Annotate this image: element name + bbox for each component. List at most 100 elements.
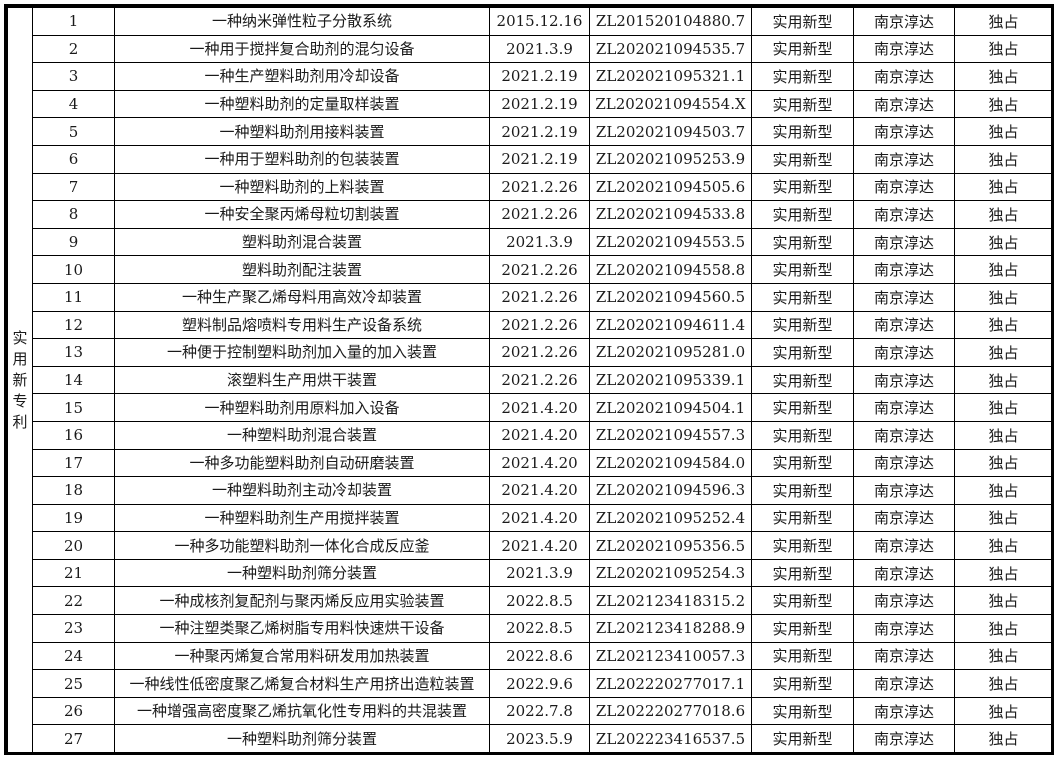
table-row: 25 一种线性低密度聚乙烯复合材料生产用挤出造粒装置 2022.9.6 ZL20222… [8,669,1053,698]
patent-owner-cell: 南京淳达 [853,641,955,671]
row-number-cell: 21 [32,558,115,588]
patent-name-cell: 一种安全聚丙烯母粒切割装置 [114,200,490,229]
category-char: 用 [12,349,28,368]
patent-type-cell: 实用新型 [751,117,854,146]
patent-name-cell: 一种塑料助剂用接料装置 [114,117,490,146]
patent-owner-cell: 南京淳达 [853,365,955,395]
license-status-cell: 独占 [954,172,1053,202]
license-status-cell: 独占 [954,282,1053,312]
row-number-cell: 11 [32,282,115,312]
patent-owner-cell: 南京淳达 [853,227,955,257]
category-char: 利 [12,412,28,431]
patent-name-cell: 一种塑料助剂的上料装置 [114,172,490,202]
license-status-cell: 独占 [954,448,1053,478]
patent-number-cell: ZL202021094554.X [589,89,752,119]
filing-date-cell: 2021.4.20 [489,476,590,505]
patent-name-cell: 塑料制品熔喷料专用料生产设备系统 [114,310,490,340]
patent-owner-cell: 南京淳达 [853,669,955,698]
patent-number-cell: ZL202021094611.4 [589,310,752,340]
table-row: 24 一种聚丙烯复合常用料研发用加热装置 2022.8.6 ZL20212341005… [8,641,1053,671]
table-row: 5 一种塑料助剂用接料装置 2021.2.19 ZL202021094503.7 实用新… [8,117,1053,146]
license-status-cell: 独占 [954,420,1053,450]
filing-date-cell: 2021.4.20 [489,448,590,478]
filing-date-cell: 2021.2.26 [489,310,590,340]
patent-type-cell: 实用新型 [751,614,854,643]
patent-number-cell: ZL202021095321.1 [589,62,752,91]
patent-owner-cell: 南京淳达 [853,586,955,616]
row-number-cell: 8 [32,200,115,229]
patent-number-cell: ZL202220277017.1 [589,669,752,698]
category-cell: 实用新专利 [7,6,33,754]
row-number-cell: 20 [32,531,115,560]
license-status-cell: 独占 [954,531,1053,560]
patent-name-cell: 一种塑料助剂主动冷却装置 [114,476,490,505]
row-number-cell: 2 [32,34,115,64]
table-row: 实用新专利 1 一种纳米弹性粒子分散系统 2015.12.16 ZL2015201048… [7,6,1053,754]
table-row: 27 一种塑料助剂筛分装置 2023.5.9 ZL202223416537.5 实用新型… [8,724,1053,754]
row-number-cell: 24 [32,641,115,671]
patent-type-cell: 实用新型 [751,558,854,588]
table-row: 20 一种多功能塑料助剂一体化合成反应釜 2021.4.20 ZL2020210953… [8,531,1053,560]
patent-owner-cell: 南京淳达 [853,144,955,174]
patent-number-cell: ZL202021095252.4 [589,503,752,533]
patent-type-cell: 实用新型 [751,586,854,616]
patent-name-cell: 一种生产塑料助剂用冷却设备 [114,62,490,91]
patent-owner-cell: 南京淳达 [853,89,955,119]
patent-owner-cell: 南京淳达 [853,558,955,588]
filing-date-cell: 2021.2.19 [489,144,590,174]
patent-owner-cell: 南京淳达 [853,310,955,340]
row-number-cell: 25 [32,669,115,698]
patent-number-cell: ZL202021095281.0 [589,338,752,367]
table-row: 6 一种用于塑料助剂的包装装置 2021.2.19 ZL202021095253.9 实… [8,144,1053,174]
patent-owner-cell: 南京淳达 [853,34,955,64]
filing-date-cell: 2022.8.6 [489,641,590,671]
patent-name-cell: 一种塑料助剂筛分装置 [114,724,490,754]
patent-type-cell: 实用新型 [751,172,854,202]
table-row: 18 一种塑料助剂主动冷却装置 2021.4.20 ZL202021094596.3 实… [8,476,1053,505]
row-number-cell: 5 [32,117,115,146]
filing-date-cell: 2021.3.9 [489,558,590,588]
table-row: 14 滚塑料生产用烘干装置 2021.2.26 ZL202021095339.1 实用新… [8,365,1053,395]
patent-owner-cell: 南京淳达 [853,200,955,229]
license-status-cell: 独占 [954,393,1053,422]
patent-owner-cell: 南京淳达 [853,614,955,643]
row-number-cell: 1 [32,7,115,36]
filing-date-cell: 2022.9.6 [489,669,590,698]
patent-name-cell: 塑料助剂配注装置 [114,255,490,284]
patent-number-cell: ZL202021094558.8 [589,255,752,284]
table-row: 17 一种多功能塑料助剂自动研磨装置 2021.4.20 ZL202021094584… [8,448,1053,478]
patent-name-cell: 一种生产聚乙烯母料用高效冷却装置 [114,282,490,312]
license-status-cell: 独占 [954,144,1053,174]
patent-type-cell: 实用新型 [751,227,854,257]
patent-name-cell: 一种塑料助剂用原料加入设备 [114,393,490,422]
patent-number-cell: ZL202021094557.3 [589,420,752,450]
patent-number-cell: ZL202021094533.8 [589,200,752,229]
license-status-cell: 独占 [954,696,1053,726]
patent-owner-cell: 南京淳达 [853,255,955,284]
patent-type-cell: 实用新型 [751,393,854,422]
patent-number-cell: ZL202021095254.3 [589,558,752,588]
patent-owner-cell: 南京淳达 [853,476,955,505]
table-row: 2 一种用于搅拌复合助剂的混匀设备 2021.3.9 ZL202021094535.7… [8,34,1053,64]
row-number-cell: 26 [32,696,115,726]
patent-type-cell: 实用新型 [751,200,854,229]
patent-name-cell: 一种聚丙烯复合常用料研发用加热装置 [114,641,490,671]
patent-type-cell: 实用新型 [751,503,854,533]
patent-number-cell: ZL202021094560.5 [589,282,752,312]
filing-date-cell: 2021.4.20 [489,531,590,560]
row-number-cell: 3 [32,62,115,91]
patent-owner-cell: 南京淳达 [853,7,955,36]
patent-owner-cell: 南京淳达 [853,448,955,478]
category-char: 新 [12,370,28,389]
table-row: 13 一种便于控制塑料助剂加入量的加入装置 2021.2.26 ZL202021095… [8,338,1053,367]
filing-date-cell: 2021.4.20 [489,503,590,533]
patent-name-cell: 一种注塑类聚乙烯树脂专用料快速烘干设备 [114,614,490,643]
table-row: 3 一种生产塑料助剂用冷却设备 2021.2.19 ZL202021095321.1 实… [8,62,1053,91]
filing-date-cell: 2015.12.16 [489,7,590,36]
license-status-cell: 独占 [954,724,1053,754]
license-status-cell: 独占 [954,62,1053,91]
table-row: 10 塑料助剂配注装置 2021.2.26 ZL202021094558.8 实用新型南… [8,255,1053,284]
row-number-cell: 9 [32,227,115,257]
row-number-cell: 12 [32,310,115,340]
row-number-cell: 7 [32,172,115,202]
